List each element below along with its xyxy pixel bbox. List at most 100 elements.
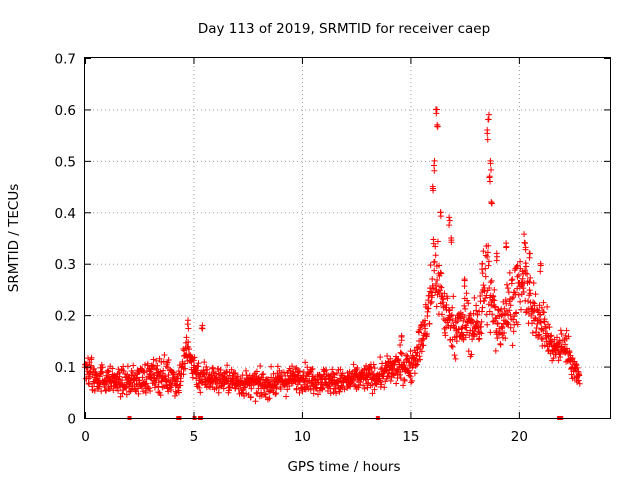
- data-point: [517, 298, 524, 305]
- data-point: [431, 162, 438, 169]
- data-point: [479, 304, 486, 311]
- data-point: [297, 368, 303, 375]
- data-point: [420, 336, 427, 343]
- data-point: [503, 244, 510, 251]
- data-point: [371, 386, 378, 393]
- data-point: [509, 342, 516, 349]
- data-point: [103, 387, 110, 394]
- data-point: [154, 362, 161, 369]
- data-point: [507, 324, 514, 331]
- data-point: [462, 305, 469, 312]
- data-point: [361, 385, 368, 392]
- data-point: [449, 304, 456, 311]
- data-point: [401, 362, 408, 369]
- data-point: [474, 320, 481, 327]
- data-point: [482, 273, 489, 280]
- data-point: [215, 389, 222, 396]
- data-points: [81, 106, 583, 420]
- data-point: [422, 317, 429, 324]
- data-point: [165, 388, 172, 395]
- data-point: [473, 307, 480, 314]
- data-point: [526, 250, 533, 257]
- data-point: [489, 311, 496, 318]
- data-point: [510, 328, 517, 335]
- data-point: [231, 370, 238, 377]
- data-point: [237, 375, 244, 382]
- data-point: [416, 353, 423, 360]
- data-point: [527, 274, 534, 281]
- data-point: [135, 390, 142, 397]
- data-point: [146, 385, 153, 392]
- data-point: [431, 157, 438, 164]
- data-point: [363, 362, 370, 369]
- data-point: [203, 370, 210, 377]
- data-point: [397, 375, 404, 382]
- data-point: [141, 361, 148, 368]
- data-point: [537, 262, 544, 269]
- data-point: [540, 299, 547, 306]
- data-point: [289, 363, 296, 370]
- data-point: [241, 378, 248, 385]
- data-point: [492, 304, 499, 311]
- data-point: [462, 334, 469, 341]
- data-point: [506, 298, 513, 305]
- data-point: [152, 377, 159, 384]
- data-point: [426, 320, 433, 327]
- data-point: [165, 372, 172, 379]
- data-point: [258, 392, 265, 399]
- data-point: [514, 321, 521, 328]
- data-point: [568, 371, 575, 378]
- data-point: [565, 333, 572, 340]
- data-point: [480, 248, 487, 255]
- data-point: [228, 366, 235, 373]
- data-point: [323, 367, 330, 374]
- data-point: [429, 284, 436, 291]
- data-point: [441, 325, 448, 332]
- data-point: [400, 359, 407, 366]
- data-point: [330, 389, 337, 396]
- data-point: [510, 294, 517, 301]
- data-point: [432, 252, 439, 259]
- data-point: [329, 366, 336, 373]
- data-point: [270, 370, 277, 377]
- data-point: [337, 366, 344, 373]
- data-point: [318, 381, 325, 388]
- data-point: [339, 370, 346, 377]
- data-point: [529, 329, 536, 336]
- data-point: [491, 297, 498, 304]
- data-point: [563, 327, 570, 334]
- data-point: [548, 339, 555, 346]
- data-point: [557, 351, 564, 358]
- data-point: [413, 352, 420, 359]
- data-point: [144, 360, 151, 367]
- data-point: [472, 325, 479, 332]
- x-tick-label: 15: [402, 429, 419, 445]
- data-point: [232, 370, 239, 377]
- data-point: [489, 318, 496, 325]
- data-point: [484, 136, 491, 143]
- data-point: [521, 267, 528, 274]
- data-point: [395, 357, 402, 364]
- data-point: [331, 385, 338, 392]
- data-point: [199, 325, 206, 332]
- data-point: [167, 387, 174, 394]
- data-point: [474, 311, 481, 318]
- data-point: [272, 391, 279, 398]
- y-tick-label: 0: [67, 412, 76, 428]
- data-point: [523, 263, 530, 270]
- data-point: [400, 382, 407, 389]
- data-point: [393, 380, 400, 387]
- data-point: [446, 222, 453, 229]
- data-point: [555, 339, 562, 346]
- data-point: [413, 361, 420, 368]
- data-point: [341, 386, 348, 393]
- data-point: [476, 335, 483, 342]
- data-point: [439, 299, 446, 306]
- data-point: [449, 343, 456, 350]
- data-point: [434, 238, 441, 245]
- data-point: [408, 379, 415, 386]
- data-point: [479, 266, 486, 273]
- data-point: [463, 290, 470, 297]
- data-point: [408, 377, 415, 384]
- data-point: [535, 315, 542, 322]
